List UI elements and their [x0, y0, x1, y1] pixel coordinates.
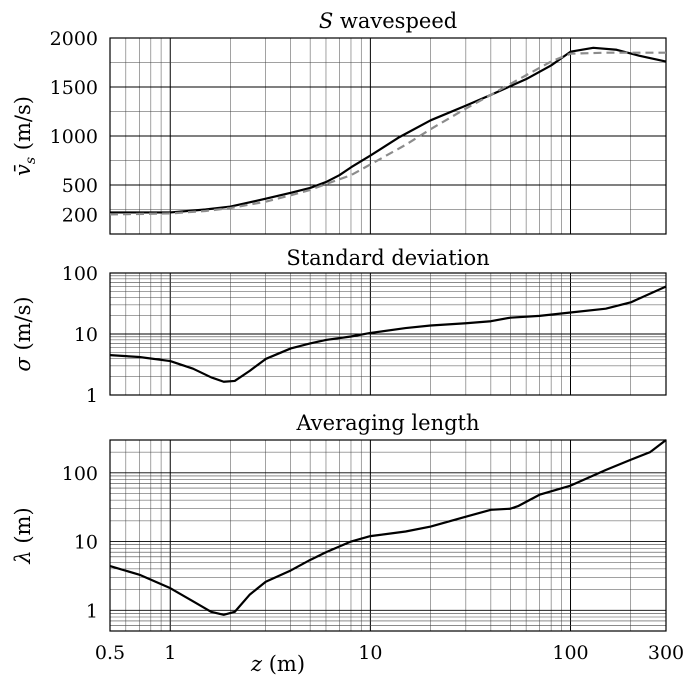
- y-tick-label: 1: [86, 600, 98, 622]
- series-solid-line: [109, 439, 667, 616]
- series-solid-line: [110, 46, 667, 214]
- series-dashed-line: [109, 51, 666, 216]
- y-tick-label: 1000: [50, 126, 98, 148]
- plot-frame: [109, 272, 667, 396]
- y-axis-label: λ (m): [11, 507, 35, 564]
- x-axis-label: z (m): [250, 652, 305, 676]
- y-tick-label: 500: [62, 175, 98, 197]
- y-tick-label: 100: [62, 263, 98, 285]
- plot-frame: [109, 37, 667, 235]
- x-tick-label: 10: [358, 642, 382, 664]
- y-tick-label: 1: [86, 385, 98, 407]
- y-tick-label: 100: [62, 463, 98, 485]
- panel-title: Standard deviation: [286, 246, 489, 270]
- y-tick-label: 200: [62, 204, 98, 226]
- y-tick-label: 10: [74, 532, 98, 554]
- y-tick-label: 2000: [50, 28, 98, 50]
- series-solid-line: [109, 285, 667, 383]
- x-tick-label: 100: [552, 642, 588, 664]
- std-deviation-panel: Standard deviation 1 10 100 σ (m/s): [11, 246, 667, 407]
- averaging-length-panel: Averaging length 1 10 100 λ (m) 0.5 1 10 100 300 z…: [11, 411, 684, 676]
- plot-frame: [109, 439, 667, 632]
- y-tick-label: 10: [74, 324, 98, 346]
- y-axis-label: v̄s (m/s): [11, 96, 39, 176]
- panel-title: S wavespeed: [319, 9, 457, 33]
- x-tick-label: 1: [164, 642, 176, 664]
- wavespeed-panel: S wavespeed 200 500 1000 1500 2000 v̄s (m/s): [11, 9, 667, 235]
- panel-title: Averaging length: [295, 411, 479, 435]
- y-tick-label: 1500: [50, 77, 98, 99]
- x-tick-label: 300: [648, 642, 684, 664]
- x-tick-label: 0.5: [95, 642, 125, 664]
- y-axis-label: σ (m/s): [11, 296, 35, 371]
